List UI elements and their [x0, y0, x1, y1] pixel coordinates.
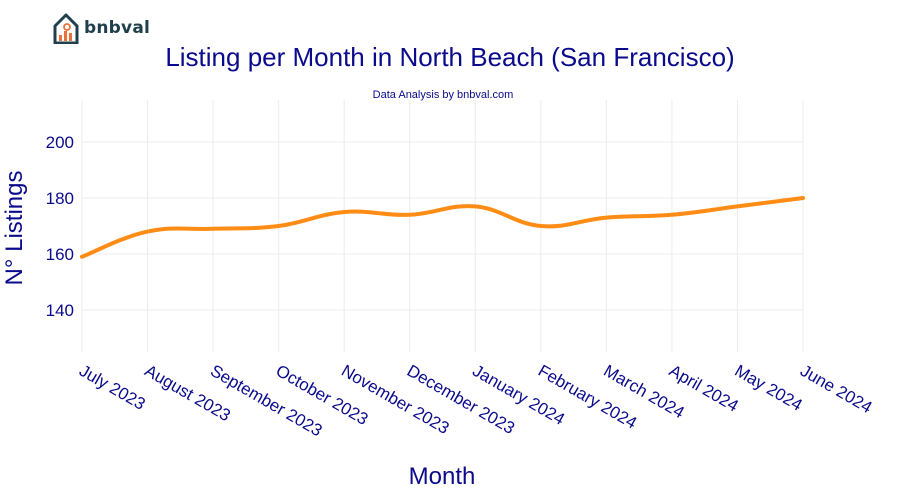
x-tick-label: June 2024: [797, 361, 875, 417]
chart-grid: [81, 100, 804, 352]
chart-title: Listing per Month in North Beach (San Fr…: [165, 42, 735, 72]
y-tick-label: 180: [46, 189, 74, 208]
brand-name: bnbval: [84, 18, 151, 38]
x-tick-label: November 2023: [338, 361, 452, 438]
y-tick-label: 140: [46, 301, 74, 320]
y-tick-label: 160: [46, 245, 74, 264]
house-chart-icon: [53, 13, 79, 44]
x-tick-label: July 2023: [76, 361, 149, 414]
chart-subtitle: Data Analysis by bnbval.com: [372, 89, 514, 101]
y-tick-label: 200: [46, 133, 74, 152]
y-axis: 140 160 180 200: [46, 133, 74, 320]
x-tick-label: September 2023: [207, 361, 325, 440]
x-tick-label: December 2023: [404, 361, 518, 438]
series-line: [80, 196, 805, 259]
y-axis-label: N° Listings: [1, 171, 28, 286]
x-tick-label: May 2024: [731, 361, 805, 415]
brand-logo: bnbval: [53, 12, 150, 44]
x-axis-label: Month: [409, 463, 476, 490]
chart-series: [80, 196, 805, 259]
